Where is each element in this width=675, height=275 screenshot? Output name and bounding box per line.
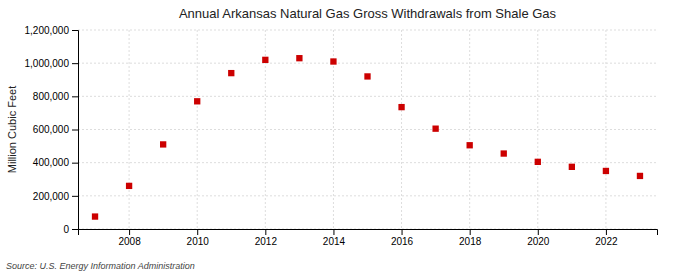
y-grid-line <box>78 162 657 163</box>
point <box>330 58 336 64</box>
x-tick-mark <box>402 229 403 235</box>
y-tick-mark <box>72 229 78 230</box>
x-axis: 2008 2010 2012 2014 2016 2018 2020 2022 <box>79 229 658 247</box>
x-tick: 2022 <box>595 229 618 247</box>
y-axis: 0 200,000 400,000 600,000 800,000 1,000,000 1,… <box>25 25 79 235</box>
x-tick-label: 2012 <box>255 236 278 247</box>
x-tick-mark <box>538 229 539 235</box>
points <box>92 55 643 220</box>
title: Annual Arkansas Natural Gas Gross Withdr… <box>179 6 557 21</box>
x-tick-mark <box>129 229 130 235</box>
y-tick-label: 800,000 <box>33 91 70 102</box>
x-grid-line <box>197 30 198 229</box>
y-grid-line <box>78 63 657 64</box>
x-tick: 2020 <box>527 229 550 247</box>
grid <box>78 30 657 229</box>
x-tick-mark <box>470 229 471 235</box>
y-axis-line <box>72 31 79 230</box>
point <box>228 70 234 76</box>
y-tick: 1,000,000 <box>25 58 79 69</box>
x-tick-mark <box>197 229 198 235</box>
x-tick: 2018 <box>459 229 482 247</box>
y-tick-label: 400,000 <box>33 157 70 168</box>
x-tick: 2014 <box>323 229 346 247</box>
x-tick-label: 2008 <box>118 236 141 247</box>
y-tick-mark <box>72 96 78 97</box>
point <box>126 183 132 189</box>
y-grid-line <box>78 195 657 196</box>
x-tick-label: 2016 <box>391 236 414 247</box>
y-tick-mark <box>72 130 78 131</box>
annotation: Source: U.S. Energy Information Administ… <box>6 261 195 271</box>
y-tick: 400,000 <box>33 157 78 168</box>
x-tick: 2010 <box>187 229 210 247</box>
x-tick-mark <box>606 229 607 235</box>
x-tick: 2016 <box>391 229 414 247</box>
point <box>569 164 575 170</box>
x-tick-label: 2020 <box>527 236 550 247</box>
plot: 2008 2010 2012 2014 2016 2018 2020 2022 0 200,000… <box>25 25 658 247</box>
x-tick: 2012 <box>255 229 278 247</box>
y-tick-label: 1,200,000 <box>25 25 70 36</box>
y-tick: 200,000 <box>33 191 78 202</box>
y-tick-mark <box>72 63 78 64</box>
y-tick: 800,000 <box>33 91 78 102</box>
point <box>398 104 404 110</box>
x-grid-line <box>129 30 130 229</box>
x-grid-line <box>605 30 606 229</box>
y-tick-label: 1,000,000 <box>25 58 70 69</box>
y-tick-mark <box>72 163 78 164</box>
point <box>501 150 507 156</box>
point <box>467 142 473 148</box>
y-tick: 1,200,000 <box>25 25 79 36</box>
point <box>92 213 98 219</box>
x-tick-mark <box>265 229 266 235</box>
point <box>637 173 643 179</box>
x-axis-line <box>79 230 658 236</box>
y-tick-label: 200,000 <box>33 191 70 202</box>
point <box>194 98 200 104</box>
y-tick-mark <box>72 196 78 197</box>
point <box>364 73 370 79</box>
point <box>160 141 166 147</box>
y-grid-line <box>78 96 657 97</box>
x-tick-mark <box>333 229 334 235</box>
x-grid-line <box>537 30 538 229</box>
x-tick-label: 2018 <box>459 236 482 247</box>
x-tick-label: 2022 <box>595 236 618 247</box>
y-tick-mark <box>72 30 78 31</box>
y-tick: 0 <box>63 224 78 235</box>
y-axis-title: Million Cubic Feet <box>6 86 18 173</box>
x-grid-line <box>401 30 402 229</box>
y-tick-label: 600,000 <box>33 124 70 135</box>
y-tick: 600,000 <box>33 124 78 135</box>
point <box>432 126 438 132</box>
point <box>296 55 302 61</box>
chart: 2008 2010 2012 2014 2016 2018 2020 2022 0 200,000… <box>0 0 675 275</box>
y-grid-line <box>78 30 657 31</box>
x-grid-line <box>469 30 470 229</box>
point <box>262 57 268 63</box>
x-tick: 2008 <box>118 229 141 247</box>
x-tick-label: 2014 <box>323 236 346 247</box>
y-tick-label: 0 <box>63 224 69 235</box>
point <box>535 159 541 165</box>
y-grid-line <box>78 129 657 130</box>
x-tick-label: 2010 <box>187 236 210 247</box>
point <box>603 168 609 174</box>
